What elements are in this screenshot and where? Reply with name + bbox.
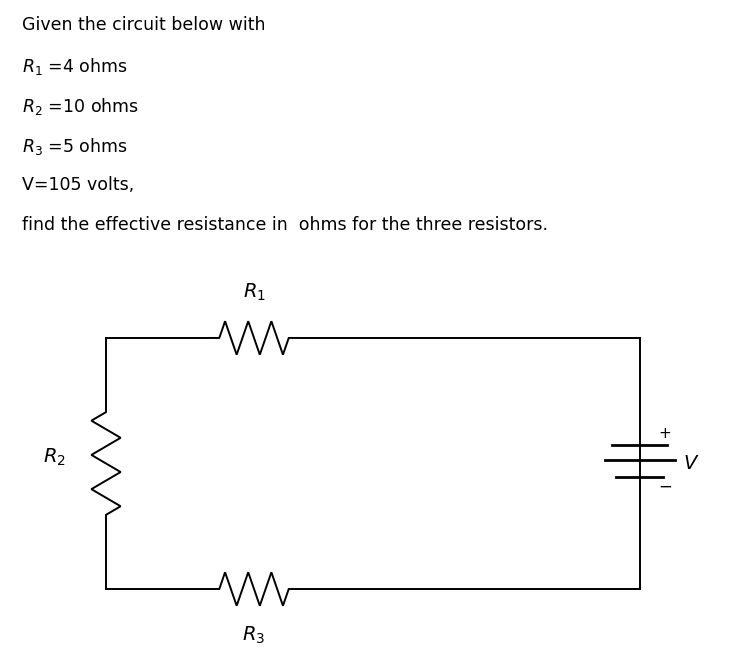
Text: $R_2$ =10 ohms: $R_2$ =10 ohms (22, 96, 139, 117)
Text: $R_1$: $R_1$ (243, 281, 265, 302)
Text: V=105 volts,: V=105 volts, (22, 176, 135, 194)
Text: +: + (658, 426, 670, 441)
Text: find the effective resistance in  ohms for the three resistors.: find the effective resistance in ohms fo… (22, 216, 548, 233)
Text: −: − (658, 478, 672, 496)
Text: V: V (683, 454, 697, 473)
Text: $R_3$: $R_3$ (243, 625, 265, 645)
Text: $R_3$ =5 ohms: $R_3$ =5 ohms (22, 136, 128, 157)
Text: $R_1$ =4 ohms: $R_1$ =4 ohms (22, 56, 128, 77)
Text: Given the circuit below with: Given the circuit below with (22, 16, 265, 34)
Text: $R_2$: $R_2$ (43, 447, 66, 468)
